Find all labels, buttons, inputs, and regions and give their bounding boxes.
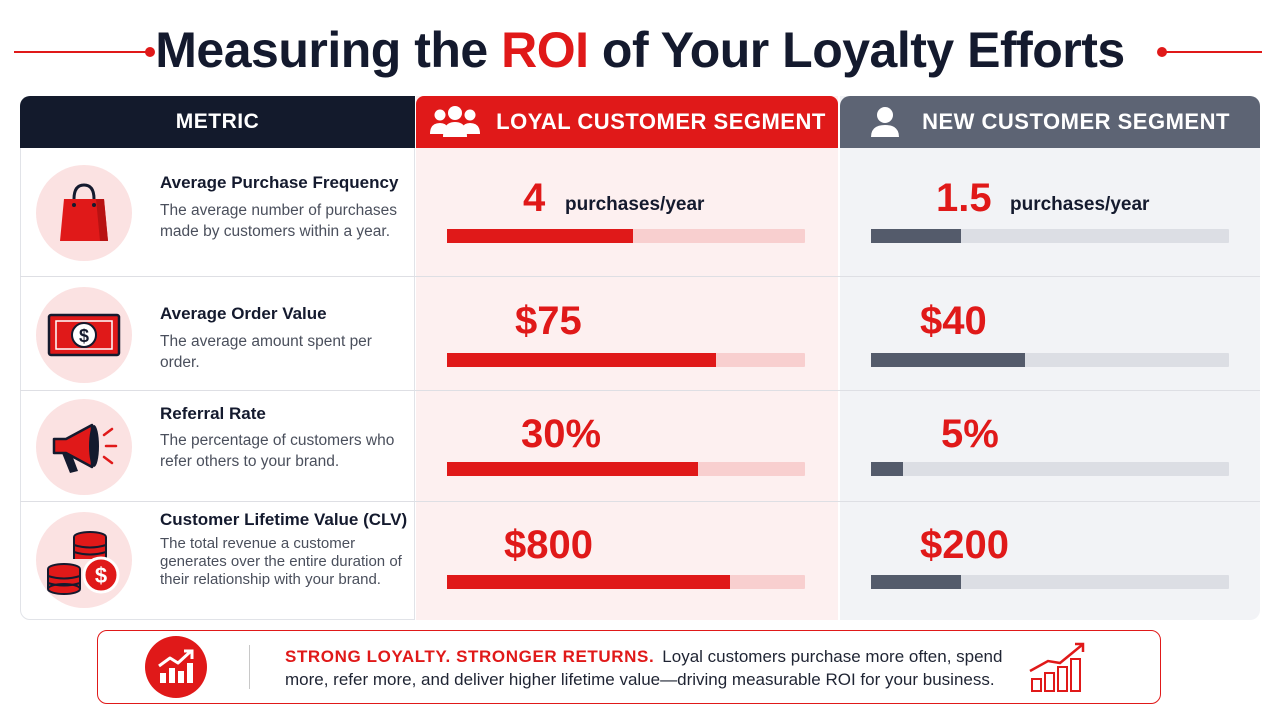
title-text-end: of Your Loyalty Efforts	[588, 22, 1125, 78]
title-text-start: Measuring the	[155, 22, 502, 78]
person-icon	[870, 106, 900, 138]
header-loyal: LOYAL CUSTOMER SEGMENT	[416, 96, 838, 148]
new-bar	[871, 229, 1229, 243]
summary-callout: STRONG LOYALTY. STRONGER RETURNS. Loyal c…	[97, 630, 1161, 704]
summary-headline: STRONG LOYALTY. STRONGER RETURNS.	[285, 647, 655, 666]
new-bar-fill	[871, 229, 961, 243]
new-bar-fill	[871, 462, 904, 476]
title-row: Measuring the ROI of Your Loyalty Effort…	[0, 14, 1280, 86]
title-decor-line-right	[1162, 51, 1262, 53]
metric-name: Average Order Value	[160, 304, 327, 323]
new-bar-fill	[871, 575, 961, 589]
new-bar-fill	[871, 353, 1025, 367]
new-value: 1.5	[936, 176, 992, 220]
loyal-bar-fill	[447, 462, 698, 476]
new-bar	[871, 462, 1229, 476]
metric-name: Referral Rate	[160, 404, 266, 423]
metric-row: $ Average Order Value The average amount…	[20, 277, 415, 390]
new-value: $200	[920, 523, 1009, 567]
bar-chart-trend-icon	[1028, 641, 1090, 698]
metric-description: The average amount spent per order.	[160, 333, 372, 371]
loyal-value: 4	[523, 176, 546, 220]
metric-description: The total revenue a customer generates o…	[160, 535, 402, 588]
loyal-bar-fill	[447, 229, 634, 243]
loyal-value: $75	[515, 299, 582, 343]
coins-icon: $	[36, 512, 132, 608]
summary-body: Loyal customers purchase more often, spe…	[285, 647, 1003, 689]
loyal-bar	[447, 575, 805, 589]
metric-row: $ Customer Lifetime Value (CLV) The tota…	[20, 502, 415, 620]
title-decor-dot-left	[145, 47, 155, 57]
group-icon	[428, 106, 482, 138]
loyal-bar	[447, 229, 805, 243]
loyal-value: 30%	[521, 412, 602, 456]
new-bar	[871, 575, 1229, 589]
loyal-value: $800	[504, 523, 593, 567]
shopping-bag-icon	[36, 165, 132, 261]
svg-text:$: $	[79, 326, 89, 346]
loyal-bar-fill	[447, 575, 730, 589]
new-value: $40	[920, 299, 987, 343]
title-decor-line-left	[14, 51, 148, 53]
header-new-label: NEW CUSTOMER SEGMENT	[922, 109, 1230, 134]
title-accent: ROI	[501, 22, 589, 78]
header-loyal-label: LOYAL CUSTOMER SEGMENT	[496, 109, 826, 134]
loyal-bar-fill	[447, 353, 716, 367]
metric-name: Customer Lifetime Value (CLV)	[160, 510, 408, 529]
metric-description: The percentage of customers who refer ot…	[160, 432, 395, 470]
growth-chart-icon	[145, 636, 207, 698]
loyal-bar	[447, 353, 805, 367]
metric-name: Average Purchase Frequency	[160, 173, 399, 192]
money-bill-icon: $	[36, 287, 132, 383]
row-separator	[20, 501, 1260, 502]
header-new: NEW CUSTOMER SEGMENT	[840, 96, 1260, 148]
loyal-bar	[447, 462, 805, 476]
header-metric: METRIC	[20, 96, 415, 148]
new-value: 5%	[941, 412, 999, 456]
metric-row: Average Purchase Frequency The average n…	[20, 148, 415, 276]
row-separator	[20, 390, 1260, 391]
page-title: Measuring the ROI of Your Loyalty Effort…	[155, 21, 1125, 79]
metric-row: Referral Rate The percentage of customer…	[20, 391, 415, 501]
new-unit: purchases/year	[1010, 194, 1150, 215]
summary-text: STRONG LOYALTY. STRONGER RETURNS. Loyal c…	[285, 645, 1025, 691]
row-separator	[20, 276, 1260, 277]
new-bar	[871, 353, 1229, 367]
metric-description: The average number of purchases made by …	[160, 202, 397, 240]
footer-divider	[249, 645, 250, 689]
comparison-table: METRIC LOYAL CUSTOMER SEGMENT NEW CUSTOM…	[20, 96, 1260, 620]
loyal-unit: purchases/year	[565, 194, 705, 215]
svg-text:$: $	[95, 563, 107, 588]
megaphone-icon	[36, 399, 132, 495]
header-metric-label: METRIC	[175, 110, 260, 133]
